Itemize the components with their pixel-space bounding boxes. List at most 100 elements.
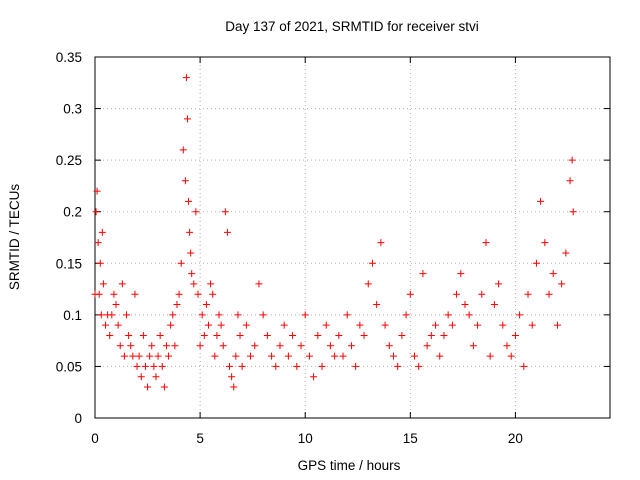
data-point [293,362,301,370]
data-point [217,321,225,329]
data-point [343,311,351,319]
data-point [549,270,557,278]
data-point [532,259,540,267]
data-point [98,228,106,236]
data-point [352,362,360,370]
data-point [524,290,532,298]
data-point [230,383,238,391]
data-point [185,197,193,205]
data-point [232,352,240,360]
data-point [238,362,246,370]
data-point [318,362,326,370]
data-point [347,342,355,350]
data-point [236,331,244,339]
data-point [541,239,549,247]
data-point [114,321,122,329]
data-point [123,311,131,319]
grid-lines [95,57,610,418]
data-point [156,331,164,339]
data-point [411,352,419,360]
data-point [152,373,160,381]
data-point [360,331,368,339]
data-point [461,301,469,309]
data-point [186,228,194,236]
data-point [499,321,507,329]
data-point [207,280,215,288]
data-point [394,362,402,370]
y-tick-label: 0.05 [56,359,82,374]
data-point [137,373,145,381]
data-point [495,280,503,288]
data-point [263,331,271,339]
data-point [106,331,114,339]
data-point [187,249,195,257]
data-point [209,290,217,298]
y-tick-label: 0.15 [56,256,82,271]
data-point [112,301,120,309]
data-point [116,342,124,350]
data-point [202,301,210,309]
data-point [102,321,110,329]
data-point [482,239,490,247]
y-tick-label: 0.3 [63,102,82,117]
data-point [381,321,389,329]
data-point [507,352,515,360]
data-point [196,342,204,350]
data-point [301,311,309,319]
y-tick-label: 0.35 [56,50,82,65]
axis-tick-labels: 0 5 10 15 20 0 0.05 0.1 0.15 0.2 0.25 0.3 0.35 [56,50,523,446]
data-point [125,331,133,339]
data-point [377,239,385,247]
data-point [133,362,141,370]
x-tick-label: 10 [298,431,313,446]
data-point [368,259,376,267]
data-point [94,239,102,247]
data-point [194,290,202,298]
data-point [453,290,461,298]
data-point [419,270,427,278]
y-axis-label: SRMTID / TECUs [7,184,22,291]
y-tick-label: 0 [74,411,82,426]
data-point [141,362,149,370]
data-point [478,290,486,298]
x-tick-label: 15 [403,431,418,446]
data-point [331,352,339,360]
data-point [211,352,219,360]
data-point [389,352,397,360]
data-point [144,383,152,391]
data-point [160,383,168,391]
data-point [436,352,444,360]
data-point [280,321,288,329]
data-point [96,259,104,267]
data-point [162,342,170,350]
data-point [120,352,128,360]
data-point [188,270,196,278]
data-point [385,342,393,350]
data-point [242,321,250,329]
axis-ticks [94,56,610,419]
data-point [276,342,284,350]
data-point [528,321,536,329]
data-point [118,280,126,288]
data-point [520,362,528,370]
data-point [183,115,191,123]
data-point [516,311,524,319]
data-point [92,208,100,216]
data-point [95,290,103,298]
plot-frame [94,56,611,419]
data-point [423,342,431,350]
data-point [314,331,322,339]
data-point [139,331,147,339]
data-point [135,352,143,360]
data-point [221,208,229,216]
data-point [545,290,553,298]
data-point [402,311,410,319]
data-point [234,311,242,319]
data-point [146,352,154,360]
data-point [356,321,364,329]
data-point [444,311,452,319]
data-point [562,249,570,257]
data-point [398,331,406,339]
data-point [373,301,381,309]
